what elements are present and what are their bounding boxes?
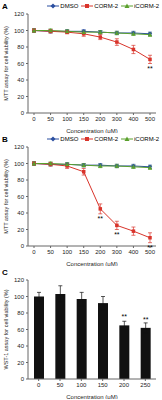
html-text:CORM-2: CORM-2	[94, 3, 118, 9]
svg-text:MTT assay for cell viability (: MTT assay for cell viability (%)	[8, 159, 9, 234]
svg-text:MTT assay for cell viability (: MTT assay for cell viability (%)	[8, 26, 9, 101]
svg-text:500: 500	[145, 116, 154, 122]
svg-text:60: 60	[17, 327, 24, 333]
svg-text:**: **	[114, 231, 120, 238]
svg-text:40: 40	[17, 210, 24, 216]
svg-text:120: 120	[14, 145, 25, 150]
svg-text:120: 120	[14, 278, 25, 283]
svg-text:100: 100	[14, 161, 25, 167]
svg-text:300: 300	[112, 116, 123, 122]
svg-text:200: 200	[95, 116, 106, 122]
html-text:C: C	[2, 267, 8, 277]
svg-text:0: 0	[21, 243, 25, 249]
svg-text:400: 400	[128, 249, 139, 255]
svg-text:0: 0	[32, 249, 36, 255]
svg-text:150: 150	[98, 382, 109, 388]
html-text:DMSO: DMSO	[60, 3, 79, 9]
svg-text:0: 0	[32, 116, 36, 122]
svg-text:**: **	[147, 65, 153, 72]
svg-text:40: 40	[17, 343, 24, 349]
svg-text:100: 100	[14, 28, 25, 34]
svg-text:100: 100	[76, 382, 87, 388]
svg-text:100: 100	[62, 249, 73, 255]
html-text:CORM-2: CORM-2	[94, 136, 118, 142]
svg-text:80: 80	[17, 177, 24, 183]
svg-text:**: **	[98, 215, 104, 222]
svg-text:**: **	[143, 316, 149, 323]
html-text:A: A	[2, 1, 8, 11]
svg-text:0: 0	[37, 382, 41, 388]
svg-text:150: 150	[79, 116, 90, 122]
svg-text:100: 100	[14, 294, 25, 300]
svg-text:20: 20	[17, 94, 24, 100]
svg-text:50: 50	[47, 116, 54, 122]
svg-text:**: **	[147, 244, 153, 251]
svg-text:250: 250	[140, 382, 151, 388]
svg-text:0: 0	[21, 110, 25, 116]
svg-text:40: 40	[17, 77, 24, 83]
svg-text:**: **	[122, 313, 128, 320]
svg-text:20: 20	[17, 227, 24, 233]
svg-text:80: 80	[17, 44, 24, 50]
html-text:iCORM-2: iCORM-2	[134, 3, 159, 9]
html-text:DMSO: DMSO	[60, 136, 79, 142]
svg-text:50: 50	[47, 249, 54, 255]
svg-text:150: 150	[79, 249, 90, 255]
svg-text:200: 200	[95, 249, 106, 255]
html-text:B: B	[2, 134, 8, 144]
svg-text:80: 80	[17, 310, 24, 316]
svg-text:300: 300	[112, 249, 123, 255]
svg-text:50: 50	[57, 382, 64, 388]
html-text:iCORM-2: iCORM-2	[134, 136, 159, 142]
svg-text:400: 400	[128, 116, 139, 122]
svg-text:120: 120	[14, 12, 25, 17]
svg-text:0: 0	[21, 376, 25, 382]
svg-text:60: 60	[17, 194, 24, 200]
svg-text:60: 60	[17, 61, 24, 67]
svg-text:Concentration (μM): Concentration (μM)	[66, 128, 117, 133]
svg-text:100: 100	[62, 116, 73, 122]
svg-text:Concentration (μM): Concentration (μM)	[66, 261, 117, 266]
svg-text:200: 200	[119, 382, 130, 388]
svg-text:20: 20	[17, 360, 24, 366]
svg-text:Concentration (μM): Concentration (μM)	[66, 394, 117, 399]
svg-text:WST-1 assay for cell viability: WST-1 assay for cell viability (%)	[8, 289, 9, 369]
